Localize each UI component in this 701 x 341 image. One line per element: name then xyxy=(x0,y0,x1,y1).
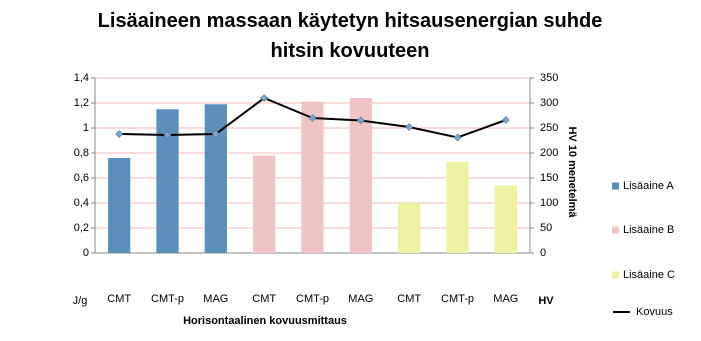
line-marker xyxy=(211,130,220,138)
y2-tick-label: 250 xyxy=(540,122,558,134)
line-marker xyxy=(501,116,510,124)
x-tick-label: CMT xyxy=(252,293,276,305)
legend-label: Lisäaine B xyxy=(623,224,674,236)
x-tick-label: MAG xyxy=(203,293,228,305)
x-tick-label: CMT xyxy=(397,293,421,305)
bar xyxy=(494,185,517,253)
bar xyxy=(156,109,179,253)
legend-label: Lisäaine A xyxy=(623,180,674,192)
y-tick-label: 0,4 xyxy=(74,197,89,209)
y2-tick-label: 350 xyxy=(540,72,558,84)
y2-tick-label: 150 xyxy=(540,172,558,184)
bar xyxy=(349,98,372,253)
bar xyxy=(253,155,276,253)
y2-tick-label: 0 xyxy=(540,247,546,259)
legend-swatch xyxy=(612,182,619,190)
x-tick-label: CMT-p xyxy=(296,293,329,305)
x-tick-label: CMT-p xyxy=(441,293,474,305)
bar xyxy=(108,158,131,253)
y-tick-label: 0,6 xyxy=(74,172,89,184)
line-marker xyxy=(260,94,269,102)
line-marker xyxy=(405,123,414,131)
line-marker xyxy=(308,114,317,122)
bar xyxy=(398,203,421,253)
y2-unit: HV xyxy=(538,295,554,307)
line-marker xyxy=(453,133,462,142)
chart-title: Lisäaineen massaan käytetyn hitsausenerg… xyxy=(97,10,603,62)
y-tick-label: 0 xyxy=(83,247,89,259)
line-marker xyxy=(163,131,172,139)
y-tick-label: 1,4 xyxy=(74,72,89,84)
legend-swatch xyxy=(612,226,619,234)
y-axis-label: J/g xyxy=(73,295,88,307)
bar xyxy=(446,161,469,253)
legend-swatch xyxy=(612,271,619,279)
y-tick-label: 1 xyxy=(83,122,89,134)
y-tick-label: 0,8 xyxy=(74,147,89,159)
bar xyxy=(204,104,227,253)
bar xyxy=(301,101,324,253)
x-tick-label: CMT-p xyxy=(151,293,184,305)
line-marker xyxy=(115,130,124,138)
y2-axis-label: HV 10 menetelmä xyxy=(566,126,578,218)
legend-label: Lisäaine C xyxy=(623,269,675,281)
x-tick-label: CMT xyxy=(107,293,131,305)
x-tick-label: MAG xyxy=(348,293,373,305)
y2-tick-label: 50 xyxy=(540,222,552,234)
y-tick-label: 1,2 xyxy=(74,97,89,109)
y2-tick-label: 100 xyxy=(540,197,558,209)
legend-label: Kovuus xyxy=(636,306,673,318)
line-marker xyxy=(356,116,365,125)
y2-tick-label: 300 xyxy=(540,97,558,109)
y2-tick-label: 200 xyxy=(540,147,558,159)
y-tick-label: 0,2 xyxy=(74,222,89,234)
x-axis-label: Horisontaalinen kovuusmittaus xyxy=(183,315,347,327)
x-tick-label: MAG xyxy=(493,293,518,305)
